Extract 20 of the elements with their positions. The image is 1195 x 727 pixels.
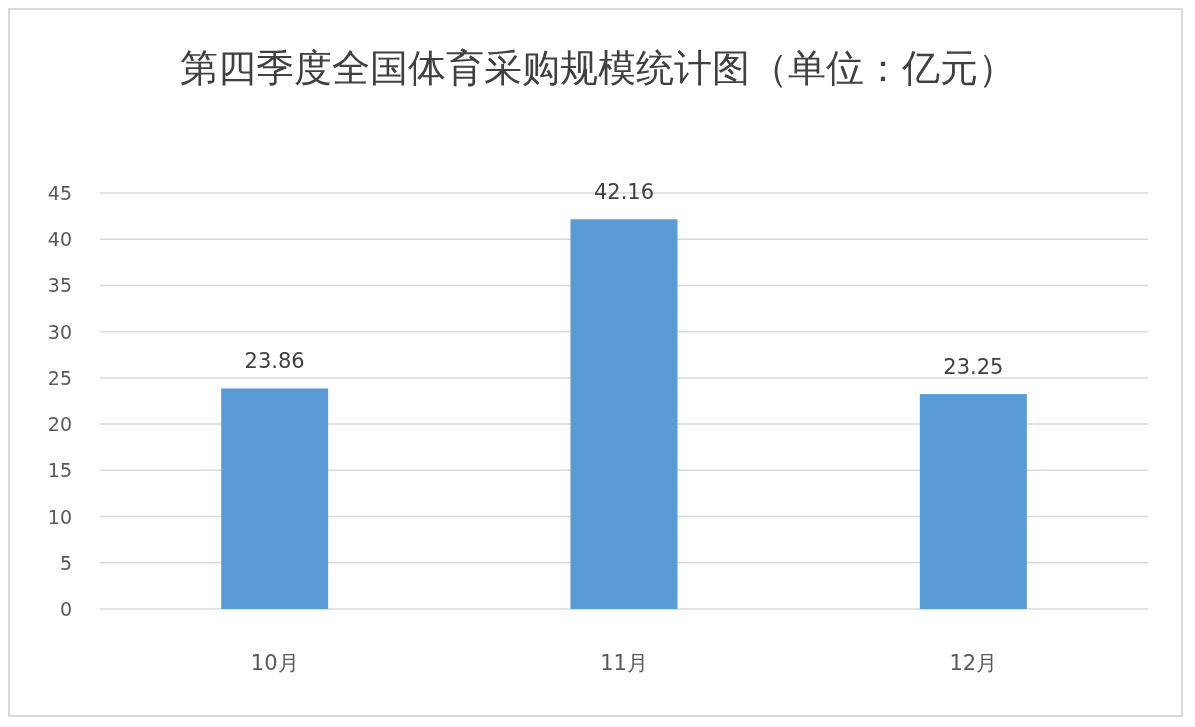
y-tick-label: 0 [59, 598, 72, 620]
data-label: 42.16 [593, 180, 655, 205]
x-tick-label: 10月 [250, 651, 299, 675]
y-tick-label: 35 [47, 274, 72, 297]
bar [570, 219, 678, 609]
x-tick-label: 11月 [600, 651, 648, 675]
y-tick-label: 30 [47, 320, 72, 343]
data-label: 23.25 [943, 355, 1004, 380]
data-label: 23.86 [244, 349, 305, 374]
bar [919, 394, 1027, 609]
y-tick-label: 10 [47, 505, 72, 528]
x-tick-label: 12月 [949, 651, 998, 675]
bar [221, 388, 329, 609]
y-tick-label: 45 [47, 182, 72, 204]
y-tick-label: 5 [59, 551, 72, 574]
y-tick-label: 15 [47, 459, 72, 482]
chart-title: 第四季度全国体育采购规模统计图（单位：亿元） [178, 45, 1017, 92]
y-tick-label: 40 [47, 228, 72, 251]
y-tick-label: 20 [47, 413, 72, 436]
y-tick-label: 25 [47, 366, 72, 389]
